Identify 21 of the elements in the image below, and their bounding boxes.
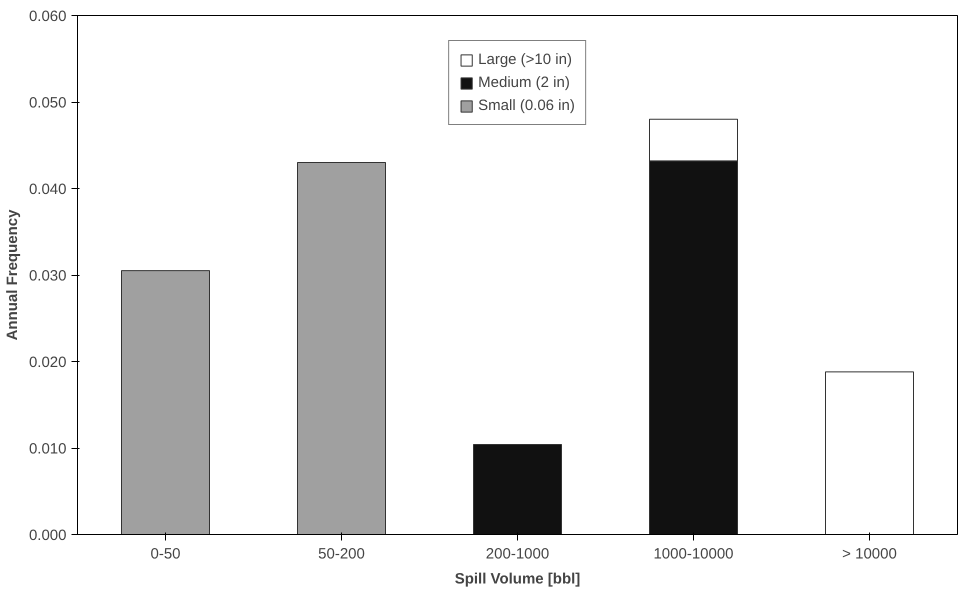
y-tick-label: 0.030 <box>28 268 67 284</box>
y-tick-label: 0.020 <box>28 354 67 371</box>
bar <box>473 444 562 534</box>
legend-label: Small (0.06 in) <box>478 97 575 114</box>
bar <box>121 270 210 534</box>
x-tick-label: > 10000 <box>842 546 897 562</box>
bar <box>297 162 386 534</box>
x-axis-title: Spill Volume [bbl] <box>454 570 580 588</box>
x-tick-label: 1000-10000 <box>653 546 734 562</box>
legend-label: Large (>10 in) <box>478 51 572 68</box>
y-tick-label: 0.040 <box>28 181 67 198</box>
y-tick-label: 0.010 <box>28 440 67 458</box>
legend-label: Medium (2 in) <box>478 74 570 91</box>
bar <box>825 371 914 534</box>
y-axis-title: Annual Frequency <box>4 208 21 340</box>
y-tick-label: 0.060 <box>28 8 67 25</box>
x-tick-label: 50-200 <box>318 546 365 562</box>
x-tick-label: 0-50 <box>150 546 181 562</box>
x-tick-label: 200-1000 <box>486 546 550 562</box>
y-tick-label: 0.050 <box>28 94 67 112</box>
y-tick-label: 0.000 <box>28 527 67 544</box>
